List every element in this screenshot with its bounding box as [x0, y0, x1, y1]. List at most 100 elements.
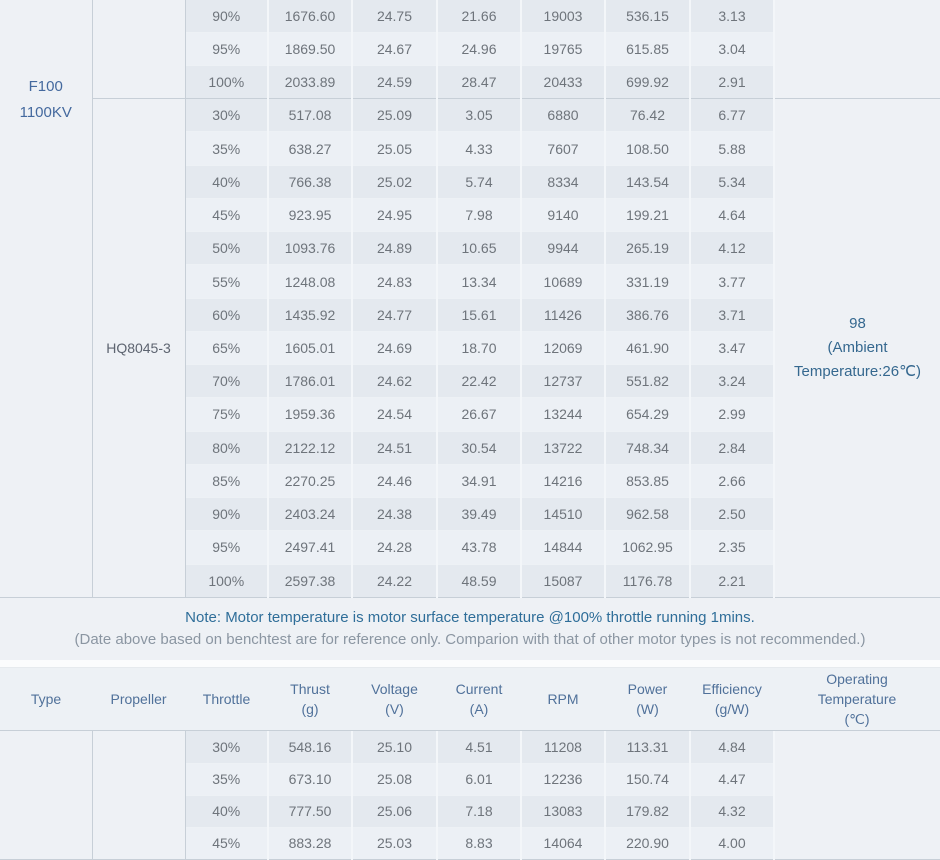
rpm-cell: 20433 [520, 65, 605, 100]
power-cell: 331.19 [604, 264, 690, 299]
rpm-cell: 9944 [520, 231, 605, 266]
voltage-cell: 24.62 [351, 364, 437, 399]
efficiency-cell: 3.24 [689, 364, 775, 399]
thrust-cell: 673.10 [267, 763, 352, 796]
rpm-cell: 14216 [520, 464, 605, 499]
rpm-cell: 19765 [520, 32, 605, 67]
column-header-mount: Type Propeller Throttle Thrust (g) Voltage (… [0, 667, 940, 731]
current-cell: 8.83 [436, 827, 521, 860]
propeller-cell: HQ8045-3 [92, 98, 186, 598]
voltage-cell: 25.10 [351, 731, 437, 764]
spec-table-bottom-mount: 30% 548.16 25.10 4.51 11208 113.31 4.84 35% 673.… [0, 731, 940, 860]
thrust-cell: 517.08 [267, 98, 352, 133]
efficiency-cell: 2.99 [689, 397, 775, 432]
efficiency-cell: 4.32 [689, 795, 775, 828]
throttle-cell: 30% [185, 98, 268, 133]
efficiency-cell: 4.84 [689, 731, 775, 764]
power-cell: 150.74 [604, 763, 690, 796]
voltage-cell: 25.03 [351, 827, 437, 860]
power-cell: 199.21 [604, 198, 690, 233]
power-cell: 699.92 [604, 65, 690, 100]
thrust-cell: 1786.01 [267, 364, 352, 399]
throttle-cell: 45% [185, 198, 268, 233]
current-cell: 6.01 [436, 763, 521, 796]
throttle-cell: 55% [185, 264, 268, 299]
thrust-cell: 2033.89 [267, 65, 352, 100]
column-header-type: Type [0, 667, 92, 731]
current-cell: 24.96 [436, 32, 521, 67]
voltage-cell: 25.02 [351, 165, 437, 199]
voltage-cell: 24.95 [351, 198, 437, 233]
power-cell: 265.19 [604, 231, 690, 266]
throttle-cell: 95% [185, 530, 268, 565]
rpm-cell: 14510 [520, 497, 605, 532]
efficiency-cell: 3.71 [689, 298, 775, 332]
efficiency-cell: 3.47 [689, 331, 775, 366]
column-header-operating-temperature: Operating Temperature (℃) [774, 667, 940, 731]
current-cell: 21.66 [436, 0, 521, 33]
power-cell: 461.90 [604, 331, 690, 366]
throttle-cell: 90% [185, 497, 268, 532]
thrust-cell: 2497.41 [267, 530, 352, 565]
spec-table-top-mount: F100 1100KV 90% 1676.60 24.75 21.66 19003 536.… [0, 0, 940, 599]
efficiency-cell: 3.04 [689, 32, 775, 67]
rpm-cell: 11208 [520, 731, 605, 764]
thrust-cell: 1959.36 [267, 397, 352, 432]
throttle-cell: 35% [185, 763, 268, 796]
current-cell: 43.78 [436, 530, 521, 565]
type-cell: F100 1100KV [0, 0, 93, 598]
throttle-cell: 100% [185, 65, 268, 100]
note-line-1: Note: Motor temperature is motor surface… [185, 609, 755, 626]
column-header-throttle: Throttle [185, 667, 268, 731]
rpm-cell: 14844 [520, 530, 605, 565]
column-header-efficiency: Efficiency (g/W) [690, 667, 774, 731]
throttle-cell: 45% [185, 827, 268, 860]
propeller-cell [92, 0, 186, 100]
rpm-cell: 9140 [520, 198, 605, 233]
rpm-cell: 8334 [520, 165, 605, 199]
voltage-cell: 24.69 [351, 331, 437, 366]
type-label: F100 1100KV [19, 77, 72, 121]
current-cell: 34.91 [436, 464, 521, 499]
power-cell: 962.58 [604, 497, 690, 532]
column-header-thrust: Thrust (g) [268, 667, 352, 731]
rpm-cell: 6880 [520, 98, 605, 133]
current-cell: 7.98 [436, 198, 521, 233]
throttle-cell: 35% [185, 131, 268, 166]
current-cell: 5.74 [436, 165, 521, 199]
current-cell: 4.51 [436, 731, 521, 764]
thrust-cell: 638.27 [267, 131, 352, 166]
efficiency-cell: 2.84 [689, 431, 775, 465]
thrust-cell: 2403.24 [267, 497, 352, 532]
efficiency-cell: 2.35 [689, 530, 775, 565]
current-cell: 48.59 [436, 564, 521, 599]
thrust-cell: 1248.08 [267, 264, 352, 299]
thrust-cell: 883.28 [267, 827, 352, 860]
column-header-voltage: Voltage (V) [352, 667, 437, 731]
thrust-cell: 1676.60 [267, 0, 352, 33]
power-cell: 748.34 [604, 431, 690, 465]
efficiency-cell: 4.47 [689, 763, 775, 796]
throttle-cell: 70% [185, 364, 268, 399]
efficiency-cell: 6.77 [689, 98, 775, 133]
throttle-cell: 40% [185, 795, 268, 828]
power-cell: 1062.95 [604, 530, 690, 565]
current-cell: 4.33 [436, 131, 521, 166]
voltage-cell: 24.89 [351, 231, 437, 266]
current-cell: 18.70 [436, 331, 521, 366]
efficiency-cell: 2.50 [689, 497, 775, 532]
rpm-cell: 13083 [520, 795, 605, 828]
rpm-cell: 7607 [520, 131, 605, 166]
thrust-cell: 1605.01 [267, 331, 352, 366]
throttle-cell: 60% [185, 298, 268, 332]
current-cell: 10.65 [436, 231, 521, 266]
operating-temperature-cell [774, 0, 940, 100]
rpm-cell: 12236 [520, 763, 605, 796]
efficiency-cell: 2.21 [689, 564, 775, 599]
thrust-cell: 1093.76 [267, 231, 352, 266]
voltage-cell: 25.05 [351, 131, 437, 166]
power-cell: 536.15 [604, 0, 690, 33]
throttle-cell: 65% [185, 331, 268, 366]
propeller-cell [92, 731, 186, 860]
voltage-cell: 24.77 [351, 298, 437, 332]
